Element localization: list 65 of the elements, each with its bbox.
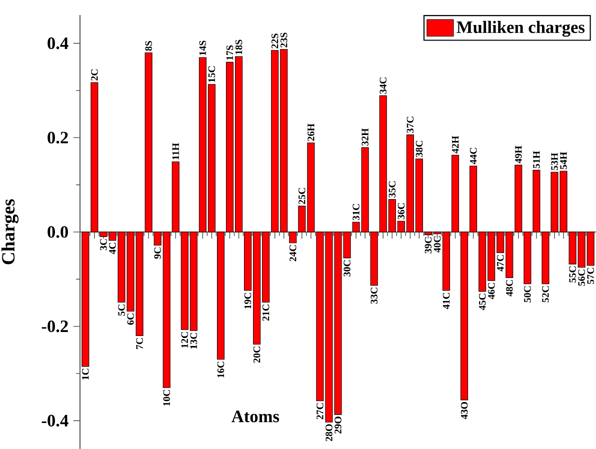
x-tick-label: 33C — [370, 288, 378, 304]
x-tick-label: 4C — [109, 242, 116, 254]
x-tick-label: 8S — [145, 41, 152, 51]
x-tick-label: 40C — [434, 236, 441, 253]
x-tick-label: 12C — [181, 332, 188, 348]
y-tick-label: -0.2 — [42, 320, 68, 332]
x-tick-label: 21C — [262, 304, 270, 321]
x-tick-label: 34C — [380, 78, 386, 94]
x-tick-label: 48C — [506, 280, 513, 296]
x-tick-label: 15C — [208, 66, 216, 82]
x-tick-label: 13C — [190, 332, 198, 349]
x-tick-label: 57C — [587, 268, 594, 284]
x-tick-label: 52C — [542, 286, 549, 302]
x-tick-label: 28O — [326, 424, 332, 442]
x-tick-label: 14S — [199, 40, 206, 56]
x-tick-label: 49H — [515, 146, 522, 164]
x-tick-label: 38C — [416, 140, 423, 157]
x-tick-label: 2C — [91, 69, 98, 80]
x-tick-label: 41C — [442, 292, 450, 310]
x-tick-label: 17S — [226, 45, 234, 60]
x-tick-label: 51H — [533, 150, 540, 168]
x-tick-label: 32H — [362, 128, 368, 146]
x-tick-label: 18S — [235, 40, 242, 54]
x-tick-label: 23S — [280, 32, 288, 48]
x-tick-label: 10C — [163, 390, 170, 406]
x-tick-label: 42H — [452, 136, 459, 154]
y-tick-label: 0.2 — [48, 132, 68, 144]
x-tick-label: 36C — [398, 203, 405, 220]
x-tick-label: 26H — [308, 124, 314, 141]
x-tick-label: 3C — [100, 239, 107, 250]
x-tick-label: 35C — [388, 181, 396, 198]
x-tick-label: 39C — [424, 237, 432, 254]
legend-label: Mulliken charges — [456, 20, 585, 37]
x-tick-label: 20C — [253, 346, 260, 363]
x-tick-label: 46C — [488, 282, 495, 300]
x-tick-label: 43O — [460, 402, 468, 420]
x-tick-label: 22S — [272, 34, 278, 48]
y-axis-title: Charges — [1, 199, 19, 264]
x-tick-label: 30C — [344, 260, 350, 276]
x-tick-label: 11H — [172, 143, 179, 160]
x-tick-label: 55C — [569, 266, 576, 282]
y-tick-label: -0.4 — [42, 414, 68, 427]
x-tick-label: 53H — [551, 152, 558, 170]
x-tick-label: 5C — [118, 304, 125, 316]
x-tick-label: 1C — [82, 368, 89, 380]
y-tick-label: 0.0 — [48, 226, 68, 238]
x-tick-label: 7C — [136, 338, 143, 350]
x-tick-label: 37C — [406, 116, 414, 133]
x-tick-label: 29O — [334, 416, 342, 434]
x-tick-label: 16C — [217, 362, 224, 378]
x-tick-label: 54H — [560, 152, 567, 170]
x-tick-label: 56C — [578, 270, 585, 286]
x-tick-label: 50C — [524, 286, 531, 302]
x-tick-label: 47C — [497, 255, 504, 272]
x-tick-label: 9C — [154, 248, 161, 259]
x-tick-label: 27C — [316, 403, 324, 420]
x-tick-label: 24C — [290, 245, 296, 262]
y-tick-label: 0.4 — [48, 37, 68, 50]
x-tick-label: 31C — [352, 204, 360, 220]
x-tick-label: 19C — [244, 292, 252, 309]
x-tick-label: 25C — [298, 188, 306, 204]
x-tick-label: 44C — [470, 148, 477, 164]
x-axis-title: Atoms — [232, 410, 280, 422]
x-tick-label: 6C — [127, 314, 134, 325]
x-tick-label: 45C — [478, 294, 486, 310]
